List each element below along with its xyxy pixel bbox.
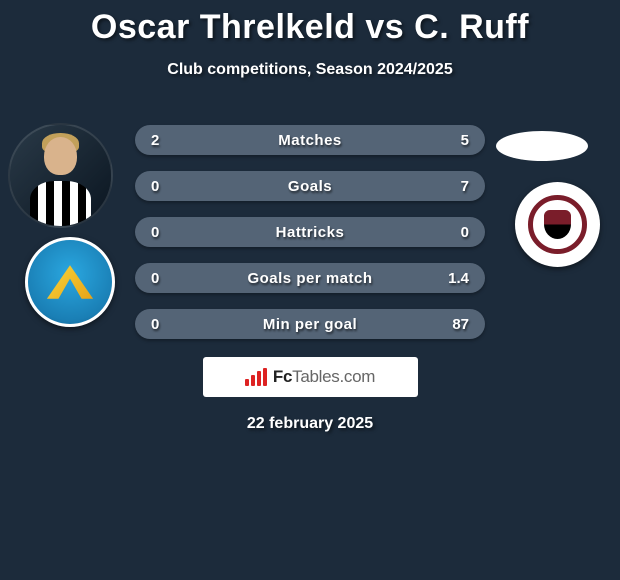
brand-text: FcTables.com <box>273 367 375 387</box>
stat-left-value: 0 <box>151 316 159 333</box>
player-left-avatar <box>8 123 113 228</box>
club-right-badge-shield <box>544 210 571 240</box>
bar-chart-icon <box>245 368 267 386</box>
stat-right-value: 0 <box>461 224 469 241</box>
stat-right-value: 1.4 <box>448 270 469 287</box>
brand-fc: Fc <box>273 367 292 386</box>
stat-label: Hattricks <box>276 224 345 241</box>
brand-com: .com <box>339 367 375 386</box>
avatar-head <box>44 137 76 175</box>
brand-badge[interactable]: FcTables.com <box>203 357 418 397</box>
stat-row-matches: 2 Matches 5 <box>135 125 485 155</box>
stat-right-value: 7 <box>461 178 469 195</box>
club-left-badge-icon <box>47 265 93 299</box>
stat-label: Min per goal <box>263 316 357 333</box>
stat-left-value: 2 <box>151 132 159 149</box>
stat-row-goals-per-match: 0 Goals per match 1.4 <box>135 263 485 293</box>
stat-left-value: 0 <box>151 270 159 287</box>
brand-tables: Tables <box>292 367 339 386</box>
stat-right-value: 5 <box>461 132 469 149</box>
page-subtitle: Club competitions, Season 2024/2025 <box>0 61 620 79</box>
stat-row-goals: 0 Goals 7 <box>135 171 485 201</box>
stat-label: Goals per match <box>247 270 372 287</box>
player-right-avatar-placeholder <box>496 131 588 161</box>
club-right-badge-ring <box>528 195 588 255</box>
stat-right-value: 87 <box>452 316 469 333</box>
stats-list: 2 Matches 5 0 Goals 7 0 Hattricks 0 0 Go… <box>135 107 485 339</box>
stat-left-value: 0 <box>151 224 159 241</box>
comparison-panel: 2 Matches 5 0 Goals 7 0 Hattricks 0 0 Go… <box>0 107 620 433</box>
stat-label: Matches <box>278 132 342 149</box>
club-right-badge <box>515 182 600 267</box>
stat-row-min-per-goal: 0 Min per goal 87 <box>135 309 485 339</box>
club-left-badge <box>25 237 115 327</box>
avatar-jersey <box>30 181 91 226</box>
stat-row-hattricks: 0 Hattricks 0 <box>135 217 485 247</box>
page-title: Oscar Threlkeld vs C. Ruff <box>0 0 620 47</box>
snapshot-date: 22 february 2025 <box>0 415 620 433</box>
stat-label: Goals <box>288 178 332 195</box>
stat-left-value: 0 <box>151 178 159 195</box>
player-left-photo <box>10 125 111 226</box>
